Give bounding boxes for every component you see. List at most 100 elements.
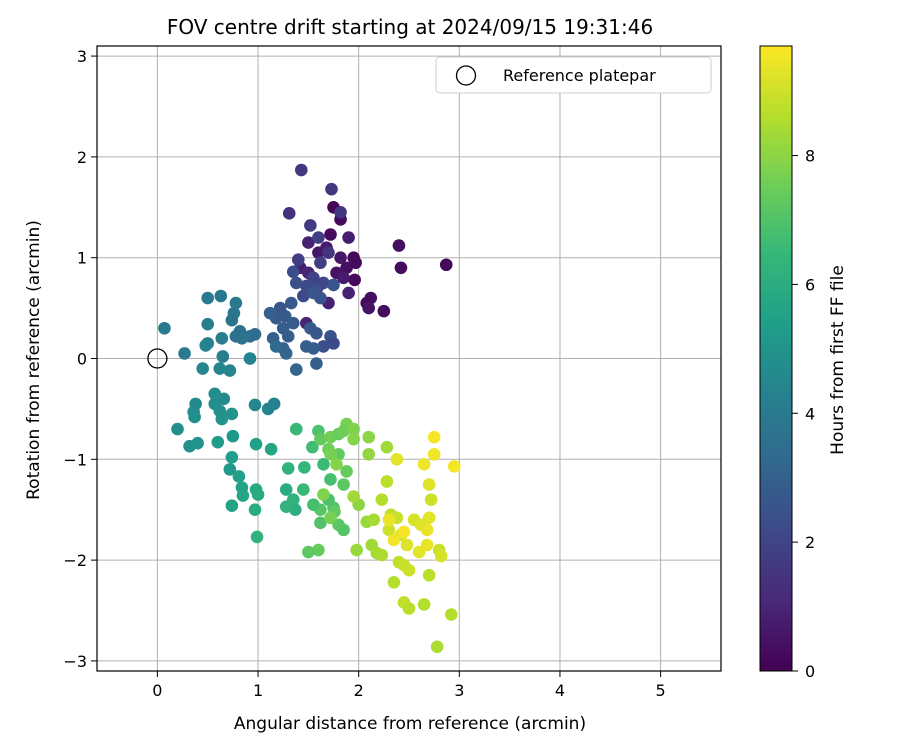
data-point	[250, 530, 264, 544]
data-point	[444, 608, 458, 621]
data-point	[314, 256, 327, 270]
data-point	[347, 422, 360, 436]
colorbar-tick-label: 8	[805, 147, 815, 166]
y-tick-label: −2	[63, 551, 87, 570]
data-point	[232, 470, 246, 483]
data-point	[289, 276, 303, 290]
data-point	[178, 347, 191, 360]
data-point	[236, 489, 250, 502]
data-point	[248, 503, 262, 517]
data-point	[251, 488, 265, 501]
data-point	[225, 313, 239, 327]
data-point	[427, 430, 441, 444]
colorbar-tick-label: 6	[805, 275, 815, 294]
data-point	[447, 460, 461, 473]
data-point	[422, 568, 436, 582]
data-point	[279, 500, 293, 513]
data-point	[420, 523, 434, 537]
reference-marker	[147, 348, 168, 369]
y-tick-label: 3	[77, 47, 87, 66]
data-point	[387, 533, 401, 547]
data-point	[327, 278, 340, 292]
data-point	[330, 458, 343, 471]
data-point	[171, 422, 184, 436]
data-point	[307, 498, 320, 511]
data-point	[397, 525, 411, 539]
data-point	[342, 286, 355, 300]
data-point	[302, 545, 315, 559]
data-point	[295, 163, 308, 177]
data-point	[243, 352, 257, 365]
data-point	[281, 462, 295, 475]
data-point	[225, 407, 239, 421]
data-point	[267, 397, 281, 411]
data-point	[273, 301, 287, 315]
data-point	[348, 273, 361, 287]
data-point	[324, 473, 337, 486]
data-point	[392, 239, 406, 252]
data-point	[340, 261, 353, 275]
data-point	[289, 422, 303, 436]
data-point	[312, 543, 325, 557]
data-point	[387, 575, 401, 589]
y-tick-label: 1	[77, 249, 87, 268]
data-point	[380, 475, 394, 488]
data-point	[324, 228, 337, 241]
data-point	[342, 231, 355, 244]
data-point	[314, 291, 327, 305]
data-point	[377, 304, 391, 318]
data-point	[337, 424, 350, 438]
data-point	[297, 483, 310, 496]
data-points	[158, 163, 461, 654]
data-point	[310, 357, 323, 370]
data-point	[225, 450, 239, 464]
data-point	[347, 490, 360, 503]
data-point	[439, 258, 453, 272]
x-tick-label: 1	[253, 681, 263, 700]
data-point	[226, 429, 240, 443]
data-point	[362, 430, 376, 444]
x-tick-label: 3	[454, 681, 464, 700]
colorbar-tick-label: 4	[805, 404, 815, 423]
data-point	[314, 516, 327, 530]
data-point	[422, 478, 436, 491]
data-point	[249, 437, 263, 451]
data-point	[324, 511, 337, 525]
y-tick-label: 0	[77, 350, 87, 369]
data-point	[196, 362, 209, 375]
data-point	[300, 340, 313, 353]
legend-reference-marker	[455, 65, 477, 86]
data-point	[400, 538, 414, 552]
data-point	[306, 440, 319, 454]
data-point	[367, 513, 381, 527]
chart-title: FOV centre drift starting at 2024/09/15 …	[167, 15, 653, 39]
data-point	[223, 463, 237, 476]
y-axis-label: Rotation from reference (arcmin)	[24, 220, 44, 500]
legend-box	[435, 56, 712, 94]
colorbar-ticks: 0 2 4 6 8	[792, 147, 815, 681]
data-point	[248, 398, 262, 412]
data-point	[279, 483, 293, 496]
colorbar-label: Hours from first FF file	[828, 265, 848, 455]
data-point	[327, 337, 340, 350]
data-point	[201, 317, 215, 331]
reference-point	[147, 348, 168, 369]
colorbar: 0 2 4 6 8 Hours from first FF file	[759, 45, 848, 681]
data-point	[427, 447, 441, 461]
data-point	[417, 598, 431, 611]
data-point	[158, 321, 171, 335]
legend-entry-reference-platepar: Reference platepar	[503, 66, 656, 85]
data-point	[188, 410, 201, 424]
data-point	[340, 465, 353, 478]
data-point	[279, 347, 293, 360]
y-tick-label: 2	[77, 148, 87, 167]
data-point	[380, 440, 394, 454]
y-axis-ticks: −3 −2 −1 0 1 2 3	[63, 47, 97, 671]
colorbar-tick-label: 0	[805, 662, 815, 681]
data-point	[286, 265, 300, 279]
data-point	[289, 363, 303, 376]
data-point	[322, 246, 335, 259]
legend: Reference platepar	[435, 56, 712, 94]
y-tick-label: −3	[63, 652, 87, 671]
data-point	[213, 362, 227, 375]
